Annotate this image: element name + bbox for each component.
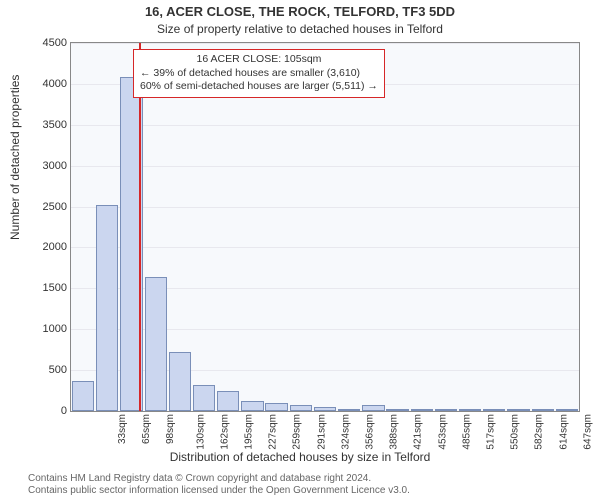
x-axis-label: Distribution of detached houses by size … [0, 450, 600, 464]
x-tick: 485sqm [461, 414, 472, 450]
gridline [71, 43, 579, 44]
histogram-bar [507, 409, 529, 411]
histogram-bar [265, 403, 287, 411]
x-tick: 388sqm [389, 414, 400, 450]
y-tick: 2000 [43, 241, 67, 253]
title-sub: Size of property relative to detached ho… [0, 22, 600, 36]
histogram-bar [532, 409, 554, 411]
annotation-line1: 16 ACER CLOSE: 105sqm [140, 53, 378, 67]
x-tick: 195sqm [244, 414, 255, 450]
histogram-bar [217, 391, 239, 411]
histogram-bar [362, 405, 384, 411]
histogram-bar [459, 409, 481, 411]
x-tick: 550sqm [510, 414, 521, 450]
annotation-line3: 60% of semi-detached houses are larger (… [140, 80, 378, 94]
x-tick: 130sqm [195, 414, 206, 450]
y-tick: 4000 [43, 78, 67, 90]
y-tick: 3500 [43, 119, 67, 131]
histogram-bar [241, 401, 263, 411]
histogram-bar [435, 409, 457, 411]
x-tick: 259sqm [292, 414, 303, 450]
x-tick: 98sqm [165, 414, 176, 444]
gridline [71, 125, 579, 126]
gridline [71, 166, 579, 167]
x-tick: 647sqm [582, 414, 593, 450]
x-tick: 324sqm [340, 414, 351, 450]
gridline [71, 247, 579, 248]
y-tick: 1000 [43, 323, 67, 335]
annotation-line2: ← 39% of detached houses are smaller (3,… [140, 67, 378, 81]
subject-marker-line [139, 43, 141, 411]
histogram-bar [169, 352, 191, 411]
histogram-bar [145, 277, 167, 411]
y-tick: 3000 [43, 160, 67, 172]
title-main: 16, ACER CLOSE, THE ROCK, TELFORD, TF3 5… [0, 4, 600, 19]
histogram-bar [193, 385, 215, 411]
chart-card: 16, ACER CLOSE, THE ROCK, TELFORD, TF3 5… [0, 0, 600, 500]
histogram-bar [483, 409, 505, 411]
histogram-bar [290, 405, 312, 411]
x-tick: 65sqm [141, 414, 152, 444]
y-tick: 2500 [43, 201, 67, 213]
x-tick: 421sqm [413, 414, 424, 450]
y-tick: 1500 [43, 282, 67, 294]
x-tick: 227sqm [268, 414, 279, 450]
histogram-bar [314, 407, 336, 411]
y-tick: 4500 [43, 37, 67, 49]
y-axis-label: Number of detached properties [8, 75, 22, 240]
footer-line2: Contains public sector information licen… [28, 485, 410, 496]
histogram-bar [72, 381, 94, 411]
x-tick: 291sqm [316, 414, 327, 450]
x-tick: 517sqm [486, 414, 497, 450]
x-tick: 582sqm [534, 414, 545, 450]
x-tick: 162sqm [219, 414, 230, 450]
x-tick: 453sqm [437, 414, 448, 450]
histogram-bar [338, 409, 360, 411]
plot-area: 05001000150020002500300035004000450033sq… [70, 42, 580, 412]
x-tick: 33sqm [117, 414, 128, 444]
histogram-bar [411, 409, 433, 411]
x-tick: 356sqm [365, 414, 376, 450]
footer-line1: Contains HM Land Registry data © Crown c… [28, 473, 371, 484]
x-tick: 614sqm [558, 414, 569, 450]
annotation-box: 16 ACER CLOSE: 105sqm ← 39% of detached … [133, 49, 385, 98]
histogram-bar [386, 409, 408, 411]
histogram-bar [556, 409, 578, 411]
histogram-bar [96, 205, 118, 411]
y-tick: 0 [61, 405, 67, 417]
y-tick: 500 [49, 364, 67, 376]
gridline [71, 207, 579, 208]
